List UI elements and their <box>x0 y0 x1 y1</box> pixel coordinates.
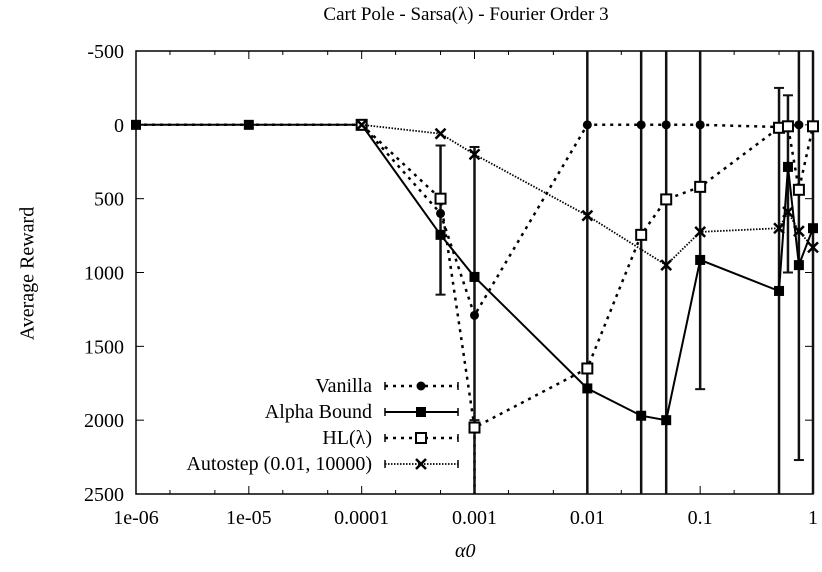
y-tick-label: 500 <box>94 189 124 211</box>
x-tick-label: 1 <box>808 507 818 529</box>
x-tick-label: 1e-05 <box>226 507 272 529</box>
x-tick-label: 0.0001 <box>334 507 389 529</box>
legend: Vanilla Alpha Bound HL(λ) Autostep (0.01, 1… <box>186 375 459 475</box>
x-tick-label: 0.1 <box>688 507 713 529</box>
series-autostep-0-01-10000- <box>355 118 819 272</box>
y-tick-label: 1500 <box>84 336 124 358</box>
legend-label: Vanilla <box>315 375 372 397</box>
legend-label: Autostep (0.01, 10000) <box>186 453 372 475</box>
x-tick-label: 0.001 <box>452 507 497 529</box>
series-hl- <box>355 118 819 434</box>
x-axis-label: α0 <box>455 540 476 562</box>
chart-title: Cart Pole - Sarsa(λ) - Fourier Order 3 <box>323 4 609 25</box>
y-tick-label: 1000 <box>84 263 124 285</box>
error-bars <box>435 51 815 494</box>
legend-label: Alpha Bound <box>265 401 372 423</box>
x-tick-label: 0.01 <box>570 507 605 529</box>
y-tick-label: 2500 <box>84 484 124 506</box>
series-vanilla <box>131 120 804 320</box>
legend-label: HL(λ) <box>322 427 372 449</box>
x-tick-label: 1e-06 <box>113 507 159 529</box>
y-tick-label: -500 <box>87 41 124 63</box>
y-tick-label: 0 <box>114 115 124 137</box>
y-tick-label: 2000 <box>84 410 124 432</box>
